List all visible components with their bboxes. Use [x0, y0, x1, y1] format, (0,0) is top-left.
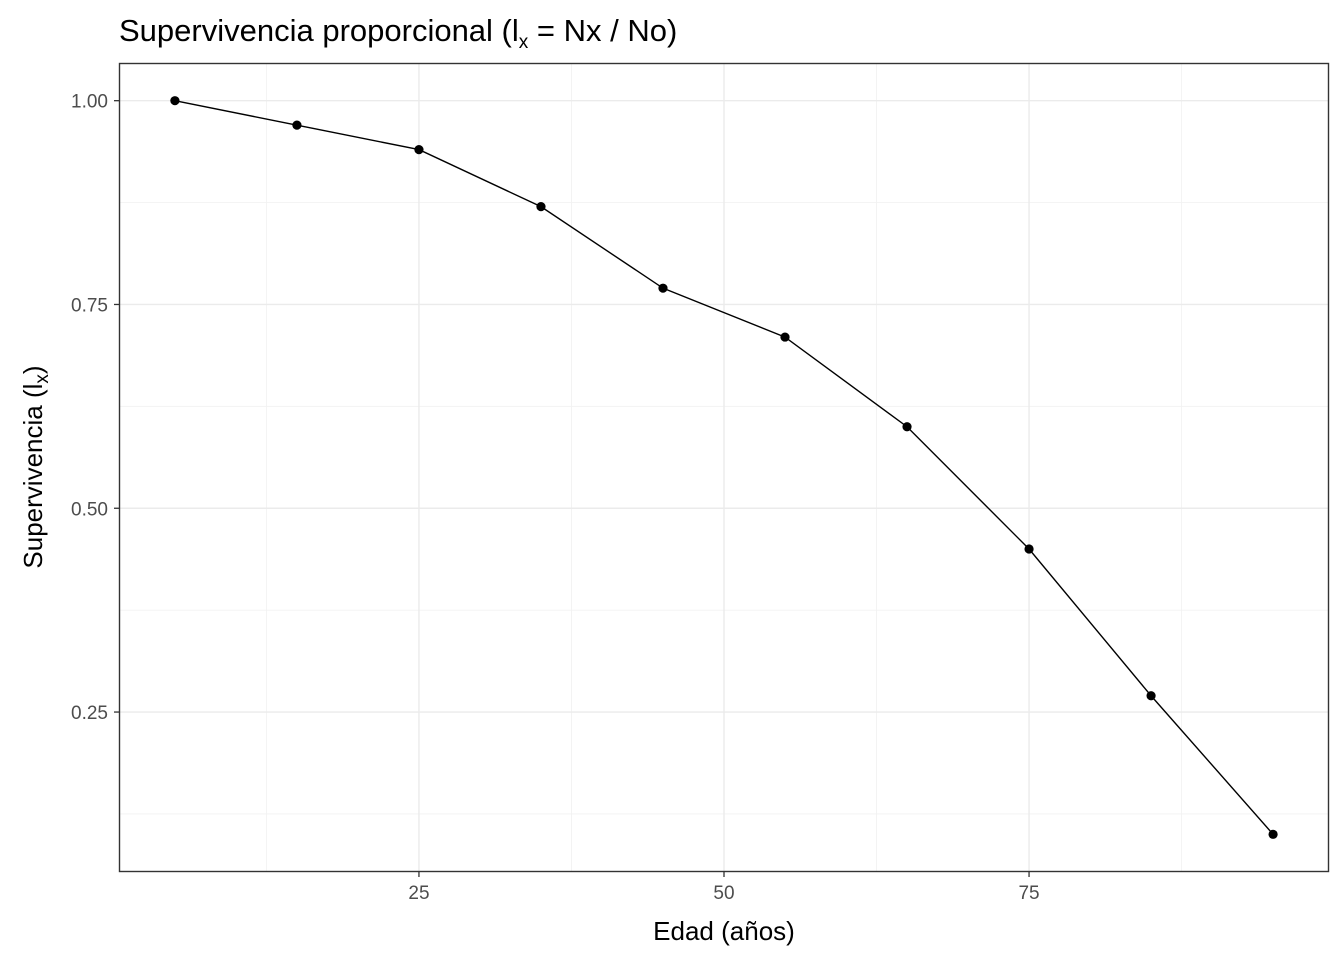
x-tick-label: 50: [713, 883, 734, 904]
data-point: [1146, 691, 1156, 701]
chart-title-rest: = Nx / No): [528, 13, 677, 48]
chart-title: Supervivencia proporcional (lx = Nx / No…: [119, 13, 677, 53]
x-axis-title: Edad (años): [653, 916, 795, 946]
y-tick-label: 1.00: [71, 92, 108, 113]
y-axis-title-main: Supervivencia (l: [18, 384, 48, 569]
y-tick-label: 0.50: [71, 499, 108, 520]
data-point: [902, 422, 912, 432]
y-axis-title: Supervivencia (lx): [18, 365, 53, 568]
data-point: [292, 120, 302, 130]
data-point: [1024, 544, 1034, 554]
data-point: [658, 283, 668, 293]
data-point: [780, 332, 790, 342]
y-tick-label: 0.25: [71, 703, 108, 724]
x-tick-label: 25: [408, 883, 429, 904]
data-point: [536, 202, 546, 212]
series-line: [174, 99, 1274, 835]
axes: 25 50 75 0.25 0.50 0.75 1.00: [71, 92, 1040, 904]
y-tick-label: 0.75: [71, 295, 108, 316]
data-point: [170, 96, 180, 106]
data-point: [414, 144, 424, 155]
y-axis-title-subscript: x: [32, 374, 53, 384]
y-axis-title-rest: ): [18, 365, 48, 374]
data-series: [170, 96, 1278, 839]
chart-title-subscript: x: [519, 32, 529, 53]
grid: [120, 64, 1328, 871]
chart-title-main: Supervivencia proporcional (l: [119, 13, 519, 48]
x-tick-label: 75: [1018, 883, 1039, 904]
data-point: [1268, 829, 1278, 839]
